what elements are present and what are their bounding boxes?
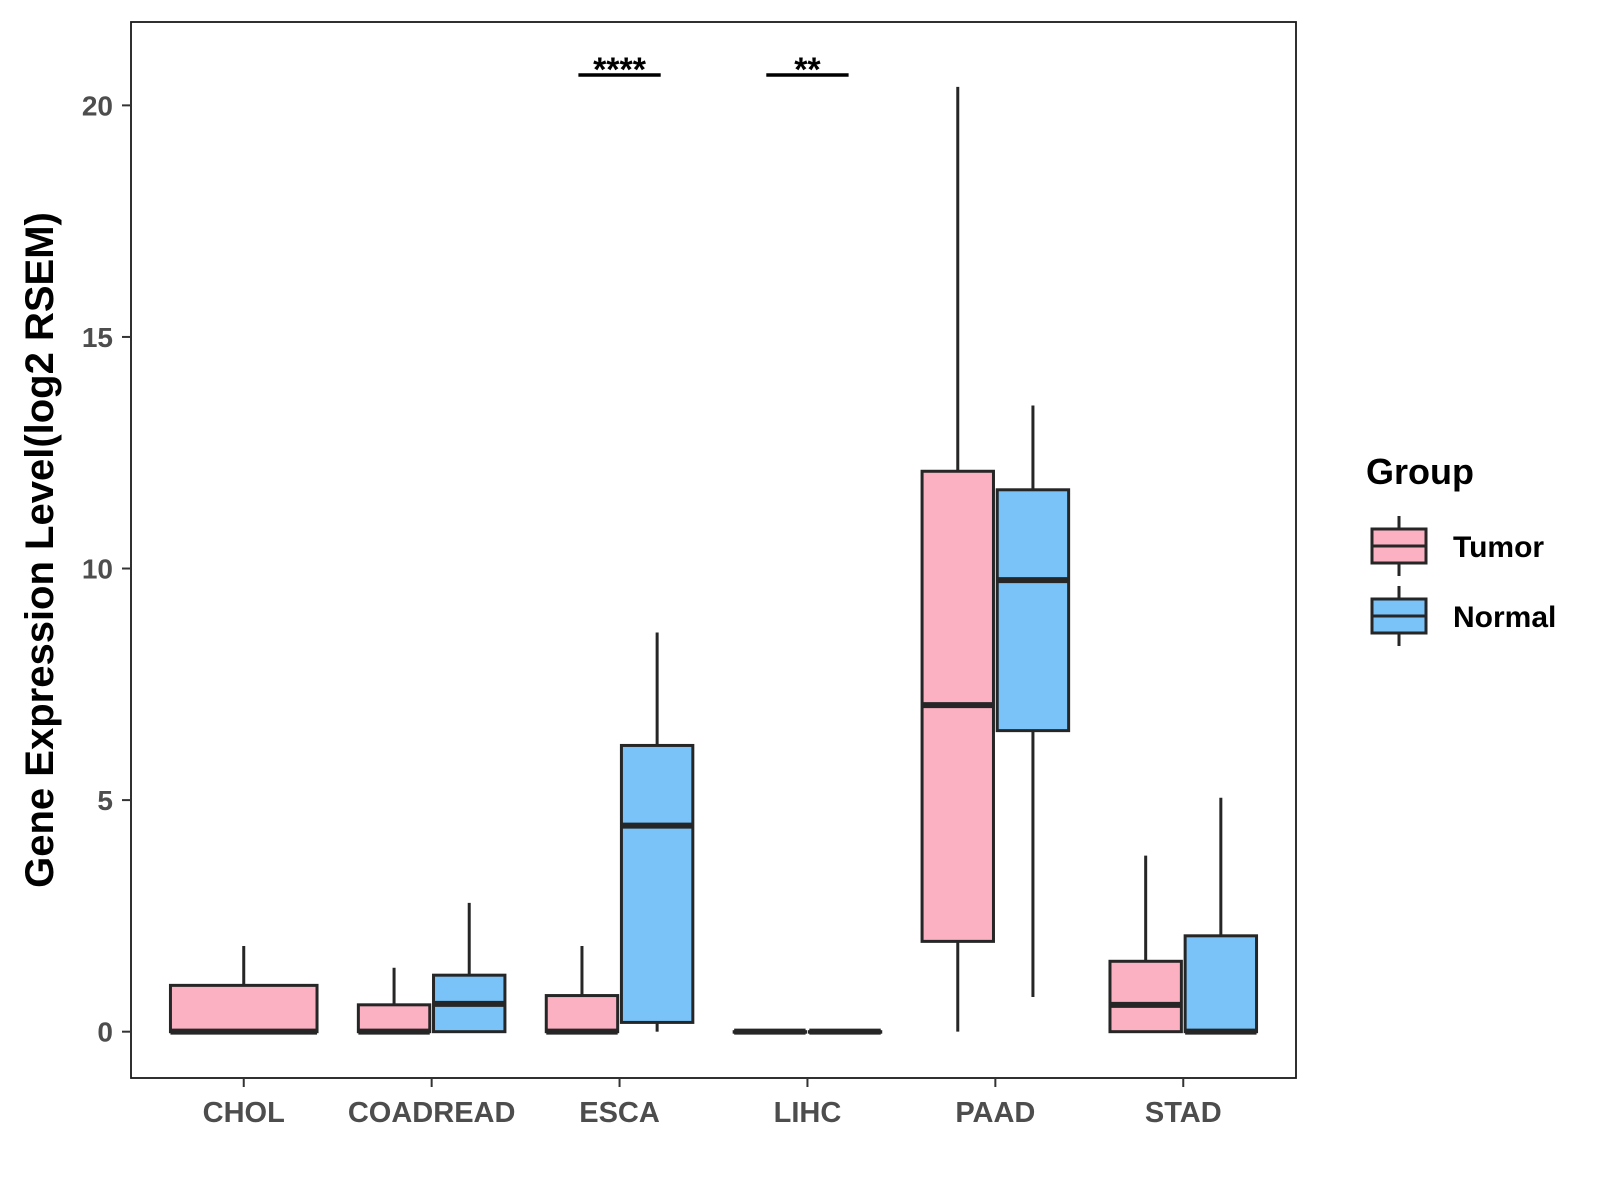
y-tick-label: 5 <box>97 785 113 816</box>
x-axis: CHOL COADREAD ESCA LIHC PAAD STAD <box>203 1078 1222 1129</box>
significance-label: **** <box>593 51 647 89</box>
y-axis-title: Gene Expression Level(log2 RSEM) <box>18 212 62 888</box>
box-body <box>356 1003 432 1034</box>
y-tick-label: 20 <box>82 90 113 121</box>
box-body <box>168 983 319 1034</box>
boxes-layer <box>168 86 1259 1035</box>
box-body <box>995 488 1071 733</box>
box-normal-paad <box>995 405 1071 997</box>
y-tick-label: 15 <box>82 322 113 353</box>
legend-item-tumor: Tumor <box>1370 516 1544 576</box>
y-tick-label: 10 <box>82 554 113 585</box>
box-tumor-stad <box>1108 855 1183 1034</box>
x-tick-label: ESCA <box>579 1097 660 1129</box>
box-body <box>544 994 620 1034</box>
y-tick-label: 0 <box>97 1017 113 1048</box>
box-normal-stad <box>1183 797 1259 1035</box>
box-tumor-chol <box>168 946 319 1035</box>
y-axis: 0 5 10 15 20 <box>82 90 131 1048</box>
box-tumor-paad <box>920 86 995 1032</box>
box-body <box>1108 959 1183 1034</box>
box-tumor-esca <box>544 946 620 1035</box>
box-normal-lihc <box>807 1028 883 1035</box>
x-tick-label: STAD <box>1145 1097 1222 1129</box>
legend-title: Group <box>1366 451 1474 492</box>
box-body <box>1183 934 1259 1034</box>
legend-label: Tumor <box>1453 531 1544 564</box>
significance-label: ** <box>794 51 821 89</box>
x-tick-label: COADREAD <box>348 1097 516 1129</box>
x-tick-label: LIHC <box>774 1097 842 1129</box>
significance-layer: **** ** <box>578 51 849 89</box>
box-body <box>619 743 695 1024</box>
x-tick-label: PAAD <box>955 1097 1035 1129</box>
legend-item-normal: Normal <box>1370 586 1556 646</box>
box-tumor-coadread <box>356 967 432 1035</box>
x-tick-label: CHOL <box>203 1097 285 1129</box>
box-normal-coadread <box>432 902 507 1034</box>
plot-panel <box>130 21 1297 1079</box>
legend: Group Tumor Normal <box>1366 451 1556 646</box>
box-tumor-lihc <box>732 1028 808 1035</box>
legend-label: Normal <box>1453 601 1556 634</box>
box-normal-esca <box>619 632 695 1032</box>
